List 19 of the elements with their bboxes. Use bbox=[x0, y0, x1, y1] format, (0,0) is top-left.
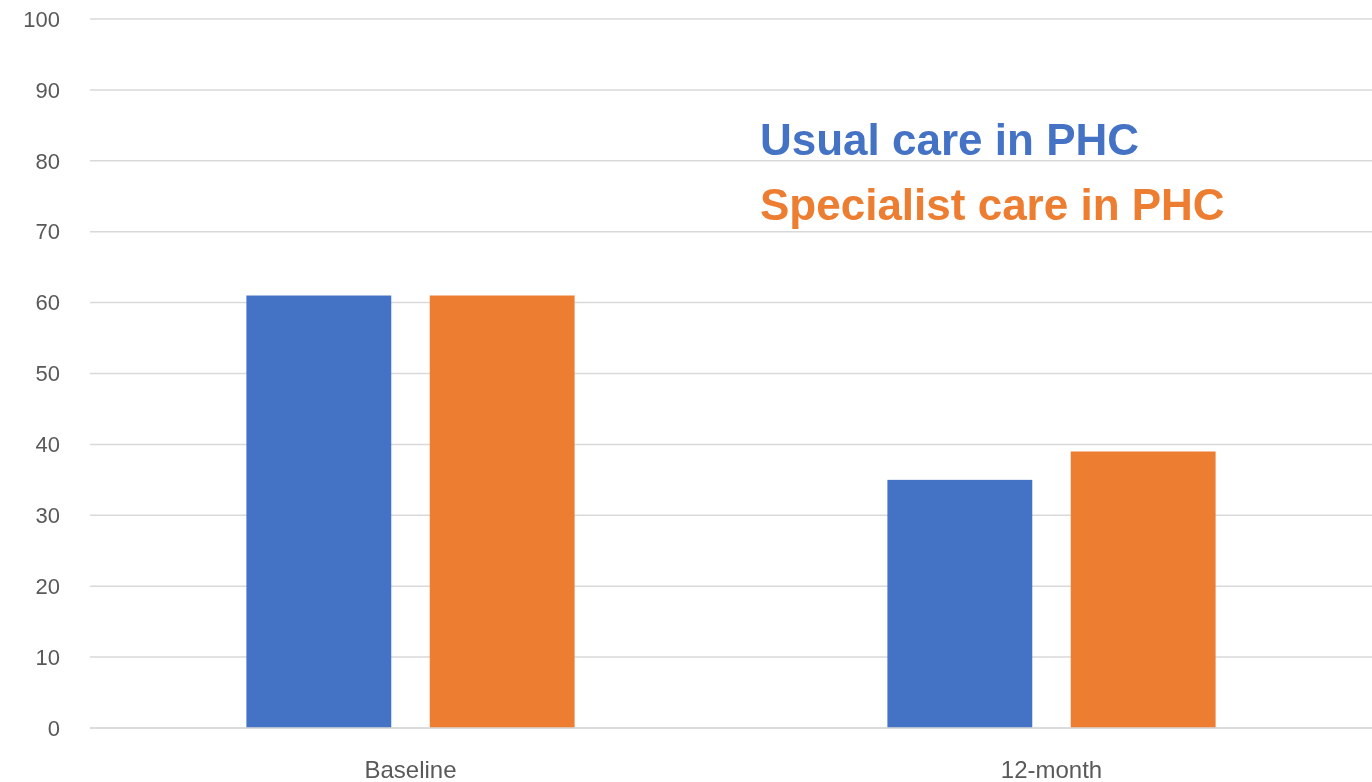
text: Usual care in PHC bbox=[760, 115, 1140, 165]
y-tick-label: 20 bbox=[35, 573, 60, 599]
y-tick-label: 30 bbox=[35, 503, 60, 528]
x-tick-label: 12-month bbox=[1000, 756, 1103, 782]
bar bbox=[1070, 451, 1216, 728]
x-tick-label: Baseline bbox=[364, 756, 457, 782]
y-tick-label: 10 bbox=[35, 644, 60, 670]
y-tick-label: 70 bbox=[35, 219, 60, 245]
bar bbox=[246, 295, 392, 728]
y-tick-label: 100 bbox=[23, 6, 60, 32]
y-tick-label: 90 bbox=[35, 77, 60, 103]
y-tick-label: 50 bbox=[35, 361, 60, 387]
text: Specialist care in PHC bbox=[760, 180, 1225, 230]
y-tick-label: 80 bbox=[35, 148, 60, 174]
y-tick-label: 0 bbox=[47, 715, 60, 741]
y-tick-label: 60 bbox=[35, 290, 60, 316]
y-tick-label: 40 bbox=[35, 432, 60, 458]
bar bbox=[429, 295, 575, 728]
bar bbox=[887, 479, 1033, 728]
